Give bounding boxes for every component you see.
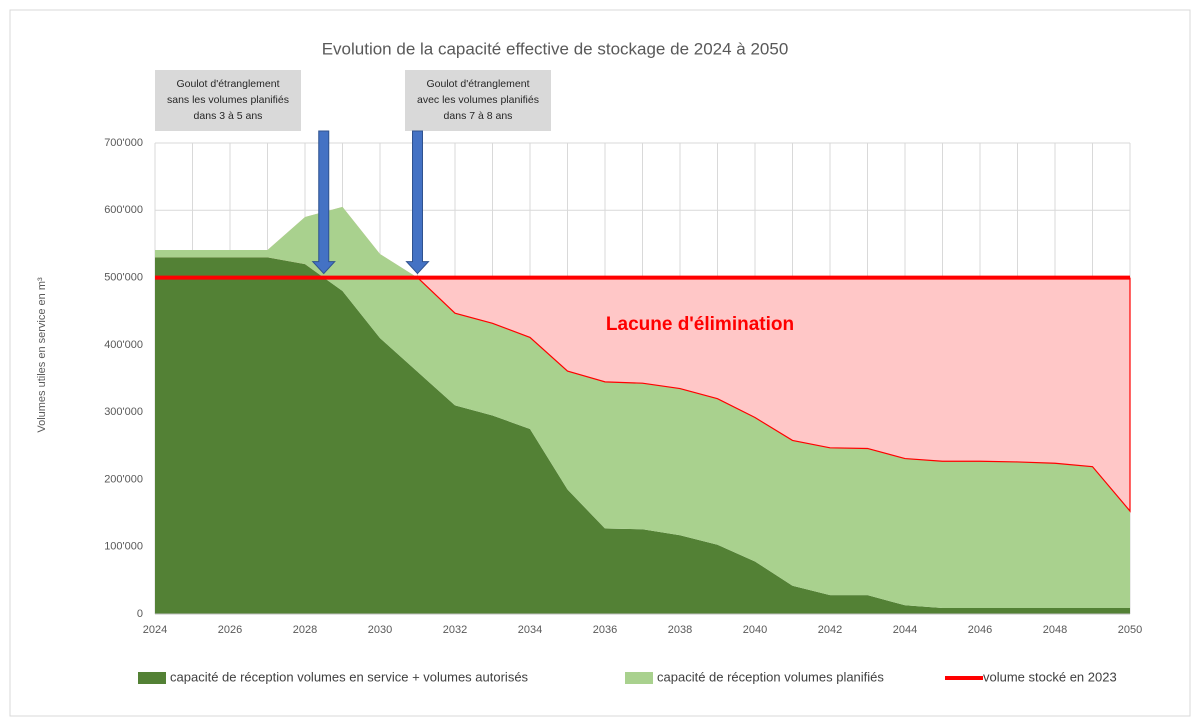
annotation-box [155,70,301,131]
gap-area [155,206,1130,512]
chart-title: Evolution de la capacité effective de st… [322,39,789,58]
x-tick-label: 2032 [443,624,467,636]
annotation-text: sans les volumes planifiés [167,94,289,106]
y-tick-label: 100'000 [104,541,143,553]
x-tick-label: 2036 [593,624,617,636]
y-tick-label: 500'000 [104,271,143,283]
legend-label: volume stocké en 2023 [983,669,1117,684]
x-tick-label: 2042 [818,624,842,636]
y-tick-label: 200'000 [104,473,143,485]
area [155,206,1130,608]
annotation-text: Goulot d'étranglement [177,78,280,90]
annotation-box [405,70,551,131]
y-tick-label: 400'000 [104,339,143,351]
y-tick-label: 600'000 [104,204,143,216]
x-tick-label: 2040 [743,624,767,636]
x-tick-label: 2034 [518,624,542,636]
annotation-text: avec les volumes planifiés [417,94,539,106]
gap-outline [417,277,1131,513]
annotation-text: dans 3 à 5 ans [194,110,263,122]
y-tick-label: 0 [137,608,143,620]
x-tick-label: 2024 [143,624,167,636]
x-tick-label: 2030 [368,624,392,636]
annotation-text: dans 7 à 8 ans [444,110,513,122]
legend-swatch [138,672,166,684]
x-tick-label: 2048 [1043,624,1067,636]
legend-swatch [625,672,653,684]
x-tick-label: 2050 [1118,624,1142,636]
area [155,257,1130,614]
annotation-text: Goulot d'étranglement [427,78,530,90]
x-tick-label: 2044 [893,624,917,636]
y-axis-label: Volumes utiles en service en m³ [36,277,48,433]
annotation-arrow [405,130,430,275]
legend-label: capacité de réception volumes planifiés [657,669,884,684]
x-tick-label: 2038 [668,624,692,636]
y-tick-label: 700'000 [104,137,143,149]
gap-label: Lacune d'élimination [606,314,794,335]
x-tick-label: 2028 [293,624,317,636]
annotation-arrow [311,130,336,275]
x-tick-label: 2026 [218,624,242,636]
x-tick-label: 2046 [968,624,992,636]
y-tick-label: 300'000 [104,406,143,418]
legend-label: capacité de réception volumes en service… [170,669,529,684]
